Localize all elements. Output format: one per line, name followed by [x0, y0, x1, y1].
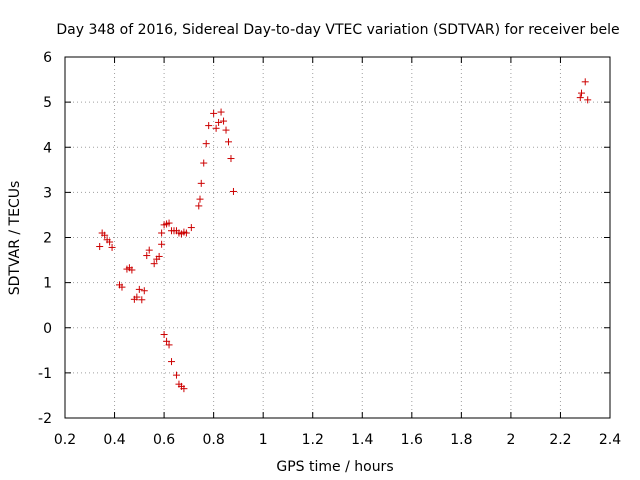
- data-points: [96, 78, 592, 393]
- data-point: [210, 109, 218, 117]
- x-tick-label: 1.2: [302, 432, 324, 448]
- data-point: [187, 224, 195, 232]
- data-point: [168, 358, 176, 366]
- data-point: [581, 78, 589, 86]
- data-point: [133, 293, 141, 301]
- data-point: [195, 202, 203, 210]
- x-tick-label: 1: [259, 432, 268, 448]
- data-point: [145, 246, 153, 254]
- y-tick-label: 2: [43, 231, 52, 247]
- data-point: [158, 240, 166, 248]
- data-point: [229, 187, 237, 195]
- y-axis-label: SDTVAR / TECUs: [7, 181, 23, 296]
- y-tick-label: 3: [43, 185, 52, 201]
- y-tick-labels: -2 -1 0 1 2 3 4 5 6: [38, 50, 52, 427]
- plot-frame: [64, 56, 611, 419]
- data-point: [106, 238, 114, 246]
- data-point: [576, 94, 584, 102]
- data-point: [217, 108, 225, 116]
- data-point: [196, 195, 204, 203]
- x-axis-label: GPS time / hours: [276, 459, 393, 475]
- x-tick-label: 0.2: [54, 432, 76, 448]
- data-point: [118, 283, 126, 291]
- x-tick-labels: 0.2 0.4 0.6 0.8 1 1.2 1.4 1.6 1.8 2 2.2 2.4: [54, 432, 621, 448]
- data-point: [182, 229, 190, 237]
- y-tick-label: 4: [43, 140, 52, 156]
- y-tick-label: -1: [38, 366, 52, 382]
- data-point: [140, 287, 148, 295]
- y-tick-label: 0: [43, 321, 52, 337]
- data-point: [227, 155, 235, 163]
- data-point: [578, 89, 586, 97]
- data-point: [165, 219, 173, 227]
- chart-title: Day 348 of 2016, Sidereal Day-to-day VTE…: [56, 22, 619, 38]
- x-tick-label: 1.8: [450, 432, 472, 448]
- x-tick-label: 2: [506, 432, 515, 448]
- x-tick-label: 0.6: [153, 432, 175, 448]
- data-point: [160, 331, 168, 339]
- data-point: [158, 229, 166, 237]
- x-tick-label: 0.4: [103, 432, 125, 448]
- y-tick-label: 1: [43, 276, 52, 292]
- y-tick-label: -2: [38, 411, 52, 427]
- data-point: [180, 385, 188, 393]
- data-point: [165, 341, 173, 349]
- data-point: [215, 118, 223, 126]
- y-tick-label: 6: [43, 50, 52, 66]
- data-point: [96, 243, 104, 251]
- data-point: [225, 138, 232, 146]
- data-point: [222, 126, 230, 134]
- x-tick-label: 1.4: [351, 432, 373, 448]
- x-tick-label: 0.8: [203, 432, 225, 448]
- data-point: [143, 252, 151, 260]
- y-tick-label: 5: [43, 95, 52, 111]
- x-tick-label: 2.2: [549, 432, 571, 448]
- data-point: [128, 266, 136, 274]
- data-point: [150, 260, 158, 268]
- data-point: [205, 122, 213, 130]
- data-point: [212, 124, 220, 132]
- x-tick-label: 2.4: [599, 432, 621, 448]
- data-point: [155, 252, 163, 260]
- data-point: [202, 140, 210, 148]
- grid-lines: [65, 57, 610, 418]
- data-point: [584, 96, 592, 104]
- data-point: [138, 296, 146, 304]
- data-point: [172, 371, 180, 379]
- data-point: [200, 159, 208, 167]
- data-point: [163, 337, 171, 345]
- data-point: [101, 231, 109, 239]
- data-point: [220, 117, 228, 125]
- data-point: [197, 179, 205, 187]
- data-point: [108, 243, 116, 251]
- data-point: [135, 285, 143, 293]
- x-tick-label: 1.6: [401, 432, 423, 448]
